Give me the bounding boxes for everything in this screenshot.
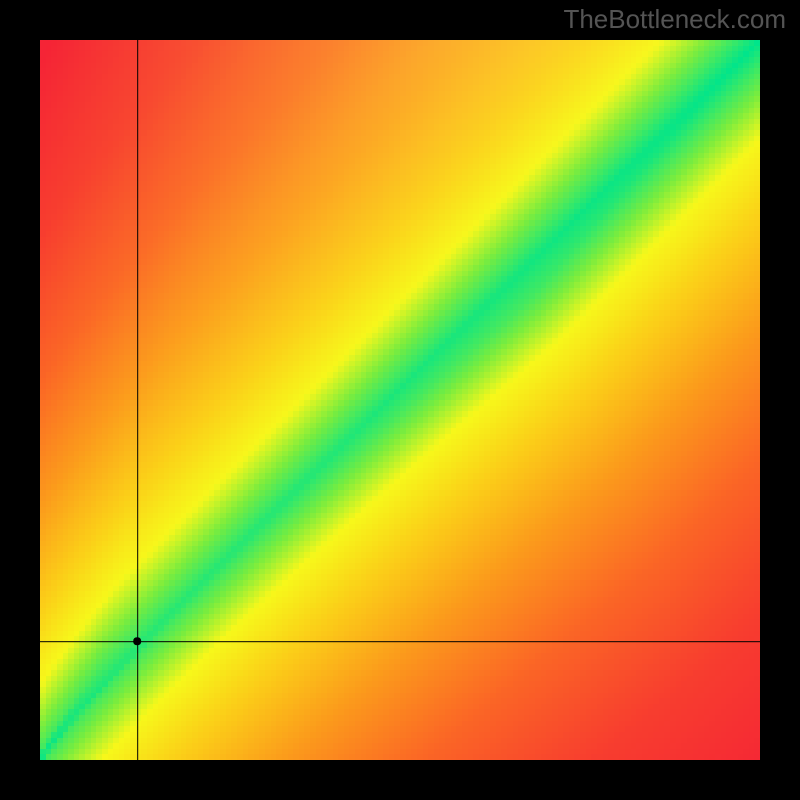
watermark-text: TheBottleneck.com	[563, 4, 786, 35]
bottleneck-heatmap	[40, 40, 760, 760]
